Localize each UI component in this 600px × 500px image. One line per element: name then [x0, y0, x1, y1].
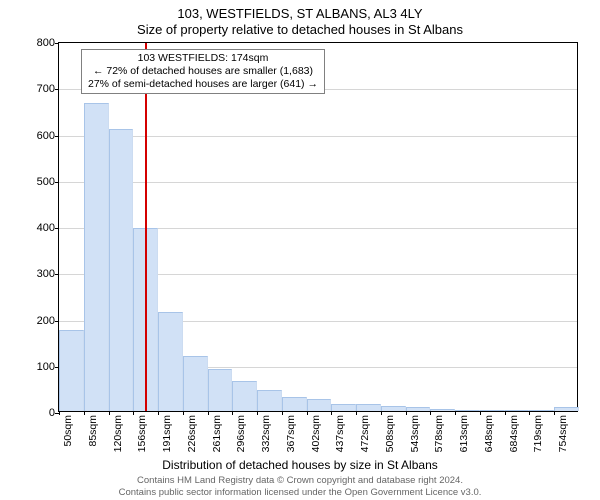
histogram-bar [84, 103, 109, 411]
x-tick-mark [480, 411, 481, 415]
x-tick-label: 120sqm [112, 415, 124, 452]
title-main: 103, WESTFIELDS, ST ALBANS, AL3 4LY [0, 6, 600, 21]
reference-line [145, 43, 147, 411]
y-tick-label: 700 [37, 83, 55, 95]
x-tick-label: 332sqm [260, 415, 272, 452]
y-tick-mark [55, 136, 59, 137]
x-tick-label: 367sqm [285, 415, 297, 452]
x-tick-mark [356, 411, 357, 415]
x-tick-label: 156sqm [136, 415, 148, 452]
x-tick-mark [158, 411, 159, 415]
y-tick-mark [55, 321, 59, 322]
y-tick-mark [55, 43, 59, 44]
x-tick-label: 50sqm [62, 415, 74, 447]
histogram-plot: 010020030040050060070080050sqm85sqm120sq… [58, 42, 578, 412]
x-tick-label: 719sqm [532, 415, 544, 452]
x-tick-label: 191sqm [161, 415, 173, 452]
histogram-bar [282, 397, 307, 411]
x-tick-mark [282, 411, 283, 415]
x-tick-mark [232, 411, 233, 415]
x-tick-mark [381, 411, 382, 415]
histogram-bar [554, 407, 579, 411]
y-tick-mark [55, 182, 59, 183]
annotation-line: ← 72% of detached houses are smaller (1,… [88, 65, 318, 78]
histogram-bar [505, 410, 530, 411]
x-tick-mark [331, 411, 332, 415]
y-tick-label: 300 [37, 268, 55, 280]
x-axis-label: Distribution of detached houses by size … [0, 458, 600, 472]
histogram-bar [208, 369, 233, 411]
x-tick-label: 684sqm [508, 415, 520, 452]
histogram-bar [381, 406, 406, 411]
x-tick-mark [406, 411, 407, 415]
y-tick-label: 200 [37, 315, 55, 327]
histogram-bar [59, 330, 84, 411]
histogram-bar [480, 410, 505, 411]
histogram-bar [331, 404, 356, 411]
y-tick-mark [55, 228, 59, 229]
histogram-bar [356, 404, 381, 411]
gridline [59, 136, 577, 137]
x-tick-mark [59, 411, 60, 415]
histogram-bar [257, 390, 282, 411]
histogram-bar [232, 381, 257, 411]
x-tick-mark [84, 411, 85, 415]
x-tick-mark [430, 411, 431, 415]
x-tick-label: 472sqm [359, 415, 371, 452]
gridline [59, 182, 577, 183]
y-tick-label: 400 [37, 222, 55, 234]
histogram-bar [406, 407, 431, 411]
x-tick-label: 754sqm [557, 415, 569, 452]
x-tick-mark [554, 411, 555, 415]
x-tick-label: 508sqm [384, 415, 396, 452]
x-tick-label: 543sqm [409, 415, 421, 452]
annotation-box: 103 WESTFIELDS: 174sqm← 72% of detached … [81, 49, 325, 94]
x-tick-label: 261sqm [211, 415, 223, 452]
x-tick-label: 648sqm [483, 415, 495, 452]
x-tick-label: 296sqm [235, 415, 247, 452]
x-tick-mark [257, 411, 258, 415]
x-tick-label: 613sqm [458, 415, 470, 452]
y-tick-mark [55, 89, 59, 90]
x-tick-mark [183, 411, 184, 415]
x-tick-label: 578sqm [433, 415, 445, 452]
y-tick-label: 100 [37, 361, 55, 373]
x-tick-label: 85sqm [87, 415, 99, 447]
x-tick-mark [307, 411, 308, 415]
histogram-bar [430, 409, 455, 411]
x-tick-mark [109, 411, 110, 415]
annotation-line: 27% of semi-detached houses are larger (… [88, 78, 318, 91]
histogram-bar [183, 356, 208, 412]
histogram-bar [307, 399, 332, 411]
x-tick-label: 437sqm [334, 415, 346, 452]
x-tick-mark [505, 411, 506, 415]
footer-attribution-1: Contains HM Land Registry data © Crown c… [0, 475, 600, 486]
histogram-bar [158, 312, 183, 411]
x-tick-mark [455, 411, 456, 415]
y-tick-label: 800 [37, 37, 55, 49]
histogram-bar [529, 410, 554, 411]
x-tick-mark [208, 411, 209, 415]
x-tick-label: 226sqm [186, 415, 198, 452]
y-tick-label: 600 [37, 130, 55, 142]
histogram-bar [109, 129, 134, 411]
x-tick-label: 402sqm [310, 415, 322, 452]
title-sub: Size of property relative to detached ho… [0, 22, 600, 37]
annotation-line: 103 WESTFIELDS: 174sqm [88, 52, 318, 65]
histogram-bar [455, 410, 480, 411]
footer-attribution-2: Contains public sector information licen… [0, 487, 600, 498]
x-tick-mark [133, 411, 134, 415]
y-tick-mark [55, 274, 59, 275]
x-tick-mark [529, 411, 530, 415]
y-tick-label: 500 [37, 176, 55, 188]
